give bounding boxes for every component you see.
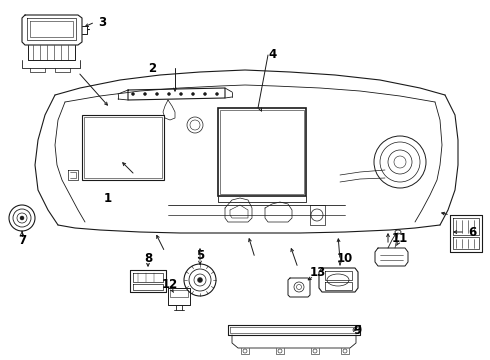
- Text: 12: 12: [162, 279, 178, 292]
- Circle shape: [179, 93, 182, 95]
- Bar: [82, 115, 164, 180]
- Circle shape: [168, 93, 171, 95]
- Circle shape: [155, 93, 158, 95]
- Text: 4: 4: [268, 49, 276, 62]
- Text: 13: 13: [310, 266, 326, 279]
- Bar: [84, 117, 162, 178]
- Text: 3: 3: [98, 15, 106, 28]
- Text: 6: 6: [468, 225, 476, 238]
- Text: 2: 2: [148, 62, 156, 75]
- Circle shape: [203, 93, 206, 95]
- Circle shape: [216, 93, 219, 95]
- Circle shape: [20, 216, 24, 220]
- Circle shape: [192, 93, 195, 95]
- Text: 8: 8: [144, 252, 152, 265]
- Bar: [220, 110, 304, 194]
- Text: 9: 9: [353, 324, 361, 337]
- Text: 5: 5: [196, 249, 204, 262]
- Text: 1: 1: [104, 192, 112, 204]
- Bar: [218, 108, 306, 196]
- Text: 11: 11: [392, 231, 408, 244]
- Circle shape: [197, 278, 202, 283]
- Text: 10: 10: [337, 252, 353, 265]
- Text: 7: 7: [18, 234, 26, 247]
- Circle shape: [131, 93, 134, 95]
- Circle shape: [144, 93, 147, 95]
